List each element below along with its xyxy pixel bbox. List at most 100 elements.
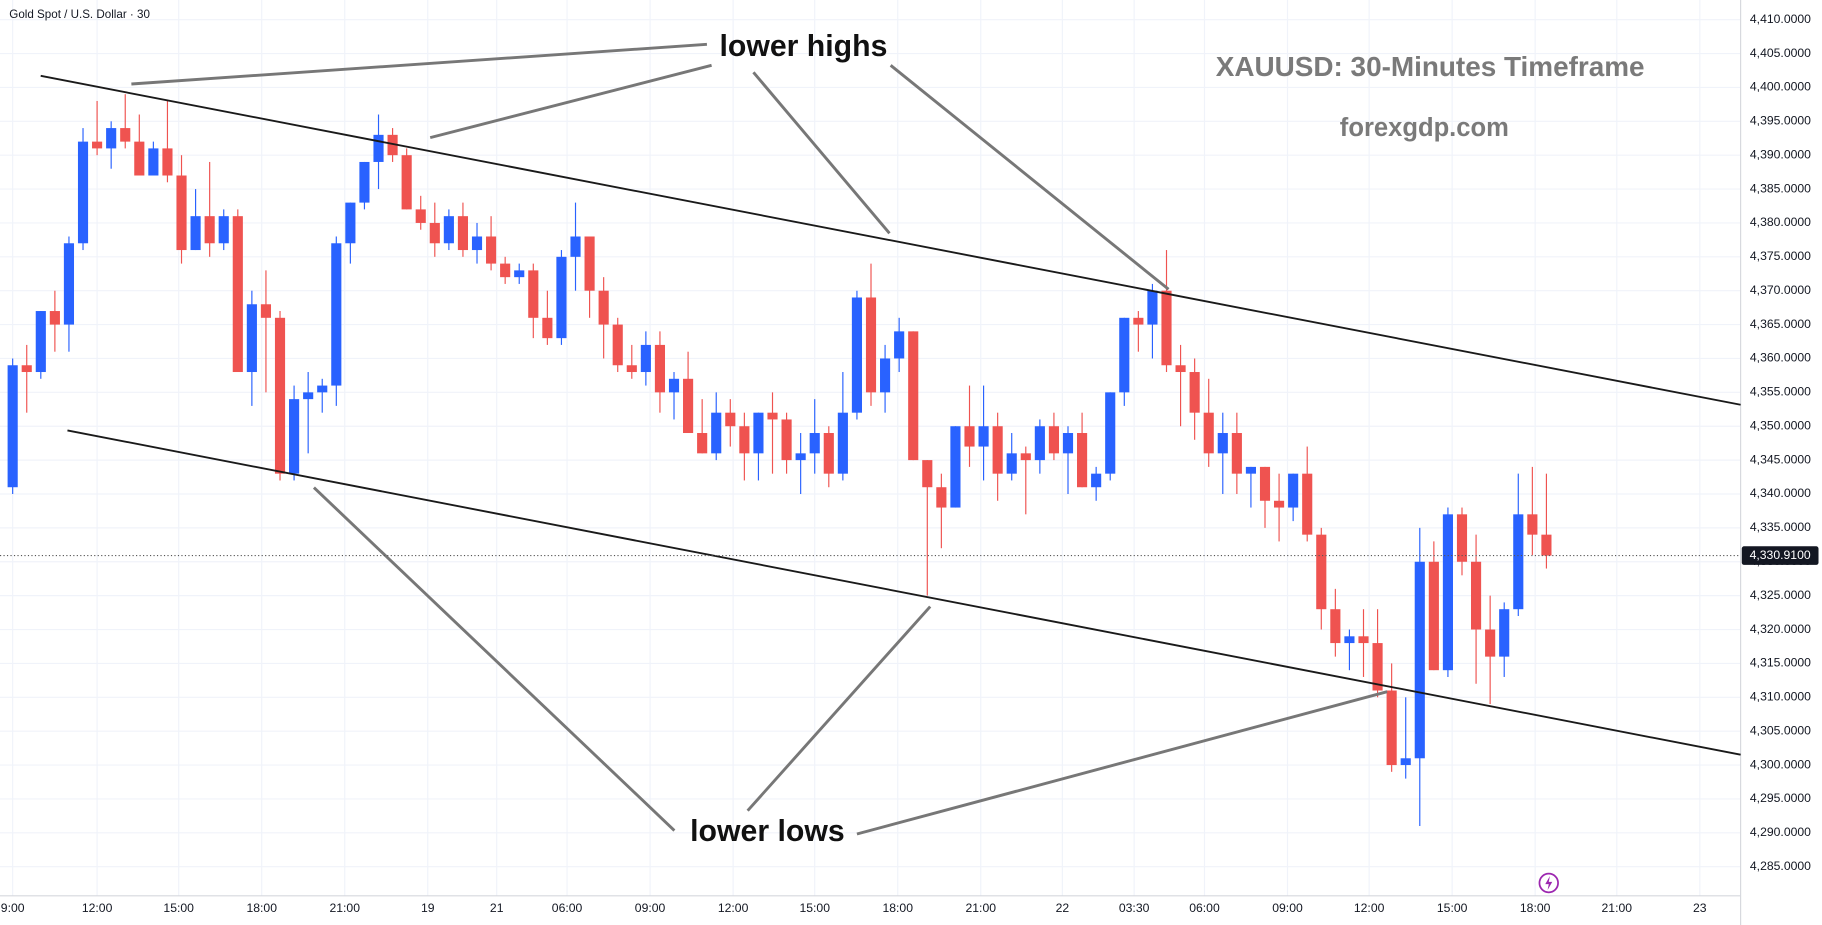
candle-body — [668, 378, 680, 393]
candle-body — [823, 433, 834, 474]
candle-body — [1189, 372, 1200, 413]
candle-body — [697, 433, 708, 454]
x-tick-label: 23 — [1693, 901, 1707, 915]
candle-body — [570, 236, 581, 257]
candle-body — [950, 426, 961, 508]
candle-body — [514, 270, 525, 278]
candle-body — [880, 358, 891, 393]
x-tick-label: 18:00 — [1520, 901, 1551, 915]
candle-body — [373, 134, 384, 162]
channel-lower — [67, 429, 1741, 756]
candle-body — [134, 141, 145, 176]
x-tick-label: 06:00 — [1189, 901, 1220, 915]
candle-body — [63, 243, 75, 325]
candle-body — [1133, 317, 1144, 325]
last-price-label: 4,330.9100 — [1750, 548, 1811, 562]
candle-body — [359, 161, 370, 203]
candle-body — [1274, 500, 1285, 508]
candle-body — [401, 155, 412, 210]
candle-body — [345, 202, 356, 244]
candle-body — [471, 236, 483, 251]
candle-body — [1231, 433, 1242, 474]
channel-upper — [40, 74, 1741, 406]
candle-body — [612, 324, 623, 366]
candle-body — [1513, 514, 1524, 610]
x-tick-label: 15:00 — [163, 901, 194, 915]
y-tick-label: 4,400.0000 — [1750, 80, 1811, 94]
candle-body — [176, 175, 187, 251]
candle-body — [49, 311, 60, 325]
candle-body — [7, 365, 18, 488]
candle-body — [106, 128, 117, 149]
y-tick-label: 4,305.0000 — [1750, 723, 1811, 737]
candle-body — [739, 426, 750, 454]
x-tick-label: 21:00 — [1602, 901, 1633, 915]
y-tick-label: 4,375.0000 — [1750, 249, 1811, 263]
candle-body — [908, 331, 919, 461]
icon-ring — [1538, 872, 1559, 894]
heading: XAUUSD: 30-Minutes Timeframe — [1216, 51, 1645, 82]
candle-body — [837, 412, 848, 474]
y-tick-label: 4,290.0000 — [1750, 825, 1811, 839]
chart-title: Gold Spot / U.S. Dollar · 30 — [9, 8, 150, 21]
x-tick-label: 12:00 — [1354, 901, 1385, 915]
x-tick-label: 19 — [421, 901, 435, 915]
grid — [0, 0, 1741, 896]
candle-body — [317, 385, 328, 393]
candle-body — [1316, 534, 1327, 610]
y-tick-label: 4,380.0000 — [1750, 215, 1811, 229]
candle-body — [1386, 690, 1397, 766]
candle-body — [922, 460, 933, 488]
pointer — [856, 690, 1388, 836]
y-tick-label: 4,345.0000 — [1750, 452, 1811, 466]
y-tick-label: 4,385.0000 — [1750, 181, 1811, 195]
candle-body — [1091, 473, 1102, 488]
candle-body — [443, 216, 454, 244]
pointer — [312, 486, 676, 832]
candle-body — [1485, 629, 1496, 657]
candle-body — [1414, 561, 1425, 759]
candle-body — [711, 412, 722, 454]
candle-body — [415, 209, 426, 223]
y-tick-label: 4,300.0000 — [1750, 757, 1811, 771]
candle-body — [556, 256, 567, 339]
candle-body — [1161, 290, 1172, 366]
candle-body — [148, 148, 159, 176]
pointer — [889, 64, 1170, 291]
candle-body — [1105, 392, 1116, 474]
candle-body — [387, 134, 398, 156]
candle-body — [260, 304, 272, 318]
y-tick-label: 4,285.0000 — [1750, 859, 1811, 873]
annotation: lower lows — [690, 815, 844, 848]
x-tick-label: 21:00 — [965, 901, 996, 915]
candle-body — [528, 270, 539, 318]
y-tick-label: 4,310.0000 — [1750, 690, 1811, 704]
pointer — [752, 71, 891, 235]
x-tick-label: 03:30 — [1119, 901, 1150, 915]
annotation: lower highs — [719, 30, 887, 63]
y-tick-label: 4,370.0000 — [1750, 283, 1811, 297]
candle-body — [654, 344, 666, 393]
pointers — [131, 42, 1388, 836]
candle-body — [1119, 317, 1130, 393]
candle-body — [753, 412, 764, 454]
candle-body — [232, 216, 243, 373]
candle-body — [1006, 453, 1017, 474]
y-tick-label: 4,320.0000 — [1750, 622, 1811, 636]
x-tick-label: 9:00 — [1, 901, 25, 915]
x-tick-label: 15:00 — [1437, 901, 1468, 915]
replay-icon[interactable] — [1538, 872, 1559, 894]
candle-body — [1499, 609, 1510, 657]
candle-body — [21, 365, 32, 373]
pointer — [131, 42, 708, 86]
candle-body — [978, 426, 989, 447]
candle-body — [190, 216, 201, 251]
candle-body — [1302, 473, 1313, 535]
y-tick-label: 4,395.0000 — [1750, 114, 1811, 128]
y-tick-label: 4,350.0000 — [1750, 418, 1811, 432]
candle-body — [204, 216, 215, 244]
candle-body — [1062, 433, 1074, 454]
x-tick-label: 06:00 — [552, 901, 583, 915]
